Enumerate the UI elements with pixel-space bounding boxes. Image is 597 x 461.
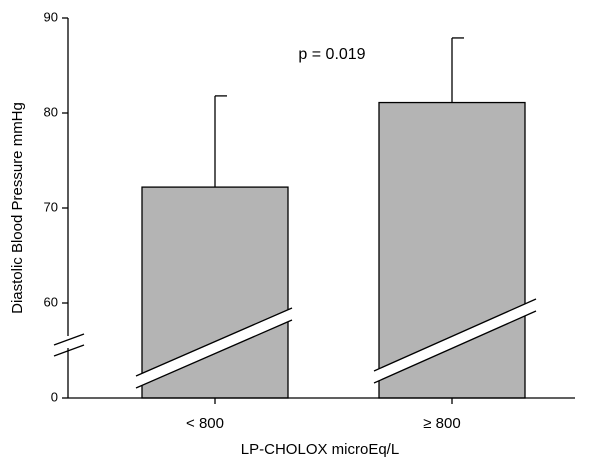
bar-break-line [135,307,293,377]
x-tick-label: ≥ 800 [423,415,460,432]
x-tick-label: < 800 [186,415,224,432]
bar-break-line [373,310,537,384]
y-tick-label: 80 [44,104,58,119]
bar-break-line [373,298,537,372]
y-tick-label: 90 [44,9,58,24]
y-tick-label: 70 [44,199,58,214]
break-marks [53,298,537,389]
bar [378,101,526,399]
plot-area [62,17,575,404]
bar-break [136,308,292,388]
annotation: p = 0.019 [298,46,365,63]
bar-break-line [135,319,293,389]
bar-break [374,299,536,383]
y-tick-label: 60 [44,294,58,309]
y-axis-label: Diastolic Blood Pressure mmHg [9,102,26,314]
y-tick-label: 0 [51,389,58,404]
x-axis-label: LP-CHOLOX microEq/L [241,441,399,458]
axis-break-line [53,344,85,357]
axis-break-line [53,333,85,346]
